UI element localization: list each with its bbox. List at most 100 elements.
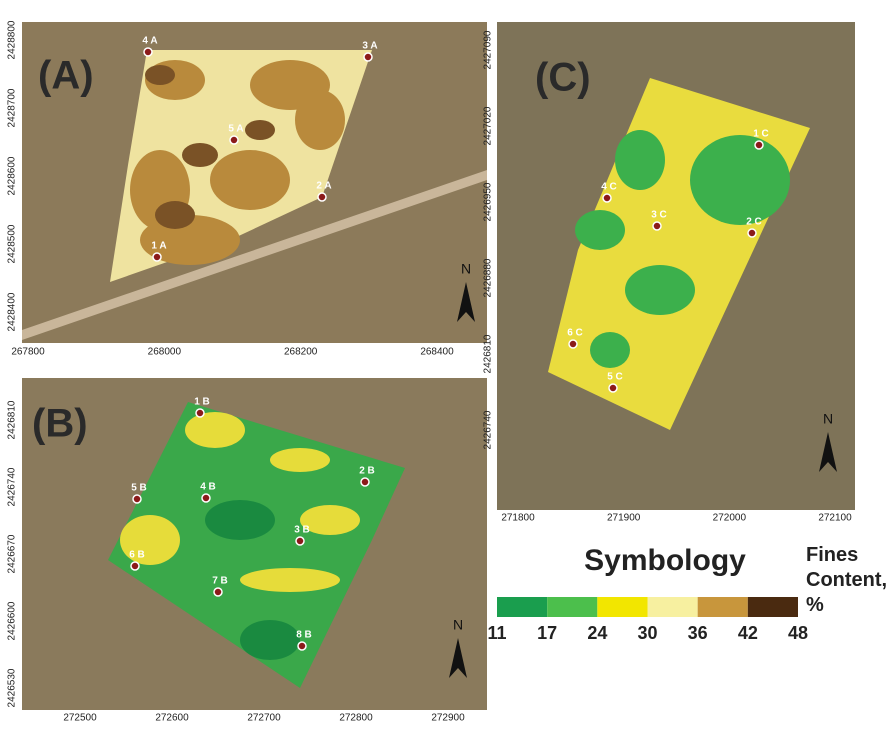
- legend-tick-label: 24: [587, 623, 607, 643]
- sample-label: 4 C: [601, 182, 617, 193]
- x-tick-label: 272000: [713, 513, 747, 524]
- y-tick-label: 2427090: [483, 30, 494, 69]
- legend-tick-label: 30: [637, 623, 657, 643]
- sample-point: [360, 477, 370, 487]
- legend-swatch: [547, 597, 598, 617]
- sample-label: 2 C: [746, 217, 762, 228]
- x-tick-label: 272700: [247, 713, 281, 724]
- sample-point: [130, 561, 140, 571]
- x-tick-label: 268000: [148, 347, 182, 358]
- legend-tick-label: 42: [738, 623, 758, 643]
- zone-c: [575, 130, 790, 368]
- y-tick-label: 2427020: [483, 106, 494, 145]
- x-tick-label: 268200: [284, 347, 318, 358]
- zone-a-dark: [145, 65, 275, 229]
- sample-label: 4 A: [142, 36, 157, 47]
- y-tick-label: 2426950: [483, 182, 494, 221]
- north-label: N: [823, 411, 833, 427]
- sample-point: [608, 383, 618, 393]
- y-tick-label: 2426740: [7, 467, 18, 506]
- sample-label: 7 B: [212, 576, 228, 587]
- sample-point: [213, 587, 223, 597]
- sample-point: [568, 339, 578, 349]
- sample-label: 2 A: [316, 181, 331, 192]
- sample-label: 1 B: [194, 397, 210, 408]
- sample-point: [747, 228, 757, 238]
- north-label: N: [453, 617, 463, 633]
- sample-label: 6 B: [129, 550, 145, 561]
- sample-label: 1 A: [151, 241, 166, 252]
- legend-swatch: [747, 597, 798, 617]
- sample-point: [363, 52, 373, 62]
- legend-swatch: [647, 597, 698, 617]
- legend-swatch: [597, 597, 648, 617]
- legend-tick-label: 11: [487, 623, 506, 643]
- panel-label: (A): [38, 54, 94, 98]
- y-tick-label: 2428500: [7, 224, 18, 263]
- x-tick-label: 272100: [818, 513, 852, 524]
- sample-label: 2 B: [359, 466, 375, 477]
- sample-label: 5 C: [607, 372, 623, 383]
- sample-label: 5 A: [228, 124, 243, 135]
- sample-point: [195, 408, 205, 418]
- panel-label: (B): [32, 402, 88, 446]
- x-tick-label: 272900: [431, 713, 465, 724]
- sample-point: [295, 536, 305, 546]
- sample-point: [297, 641, 307, 651]
- sample-label: 3 A: [362, 41, 377, 52]
- sample-point: [201, 493, 211, 503]
- sample-label: 5 B: [131, 483, 147, 494]
- sample-label: 6 C: [567, 328, 583, 339]
- sample-point: [132, 494, 142, 504]
- x-tick-label: 272500: [63, 713, 97, 724]
- x-tick-label: 272600: [155, 713, 189, 724]
- sample-point: [152, 252, 162, 262]
- sample-label: 8 B: [296, 630, 312, 641]
- x-tick-label: 267800: [11, 347, 45, 358]
- x-tick-label: 271800: [501, 513, 535, 524]
- zone-b-dark: [205, 500, 300, 660]
- y-tick-label: 2426530: [7, 668, 18, 707]
- y-tick-label: 2428700: [7, 88, 18, 127]
- zone-b: [120, 412, 360, 592]
- legend-tick-label: 17: [537, 623, 557, 643]
- road: [22, 170, 487, 340]
- y-tick-label: 2426880: [483, 258, 494, 297]
- sample-point: [754, 140, 764, 150]
- sample-point: [229, 135, 239, 145]
- north-arrow: [449, 638, 467, 678]
- y-tick-label: 2426600: [7, 601, 18, 640]
- y-tick-label: 2426670: [7, 534, 18, 573]
- sample-point: [602, 193, 612, 203]
- y-tick-label: 2426810: [7, 400, 18, 439]
- sample-label: 1 C: [753, 129, 769, 140]
- overlay: (A) 267800 268000 268200 268400 2428800 242870…: [7, 20, 852, 724]
- legend-title: Symbology: [584, 544, 746, 577]
- x-tick-label: 268400: [420, 347, 454, 358]
- x-tick-label: 271900: [607, 513, 641, 524]
- north-arrow: [457, 282, 475, 322]
- y-tick-label: 2426740: [483, 410, 494, 449]
- north-arrow: [819, 432, 837, 472]
- y-tick-label: 2428400: [7, 292, 18, 331]
- panel-label: (C): [535, 56, 591, 100]
- legend-swatch: [697, 597, 748, 617]
- legend-tick-label: 48: [788, 623, 808, 643]
- north-label: N: [461, 261, 471, 277]
- sample-point: [143, 47, 153, 57]
- legend-units: Fines Content, %: [806, 544, 888, 616]
- sample-point: [317, 192, 327, 202]
- y-tick-label: 2428600: [7, 156, 18, 195]
- y-tick-label: 2428800: [7, 20, 18, 59]
- y-tick-label: 2426810: [483, 334, 494, 373]
- sample-point: [652, 221, 662, 231]
- sample-label: 3 B: [294, 525, 310, 536]
- legend-tick-label: 36: [688, 623, 708, 643]
- sample-label: 4 B: [200, 482, 216, 493]
- legend-swatch: [497, 597, 548, 617]
- sample-label: 3 C: [651, 210, 667, 221]
- field-b: [108, 402, 405, 688]
- x-tick-label: 272800: [339, 713, 373, 724]
